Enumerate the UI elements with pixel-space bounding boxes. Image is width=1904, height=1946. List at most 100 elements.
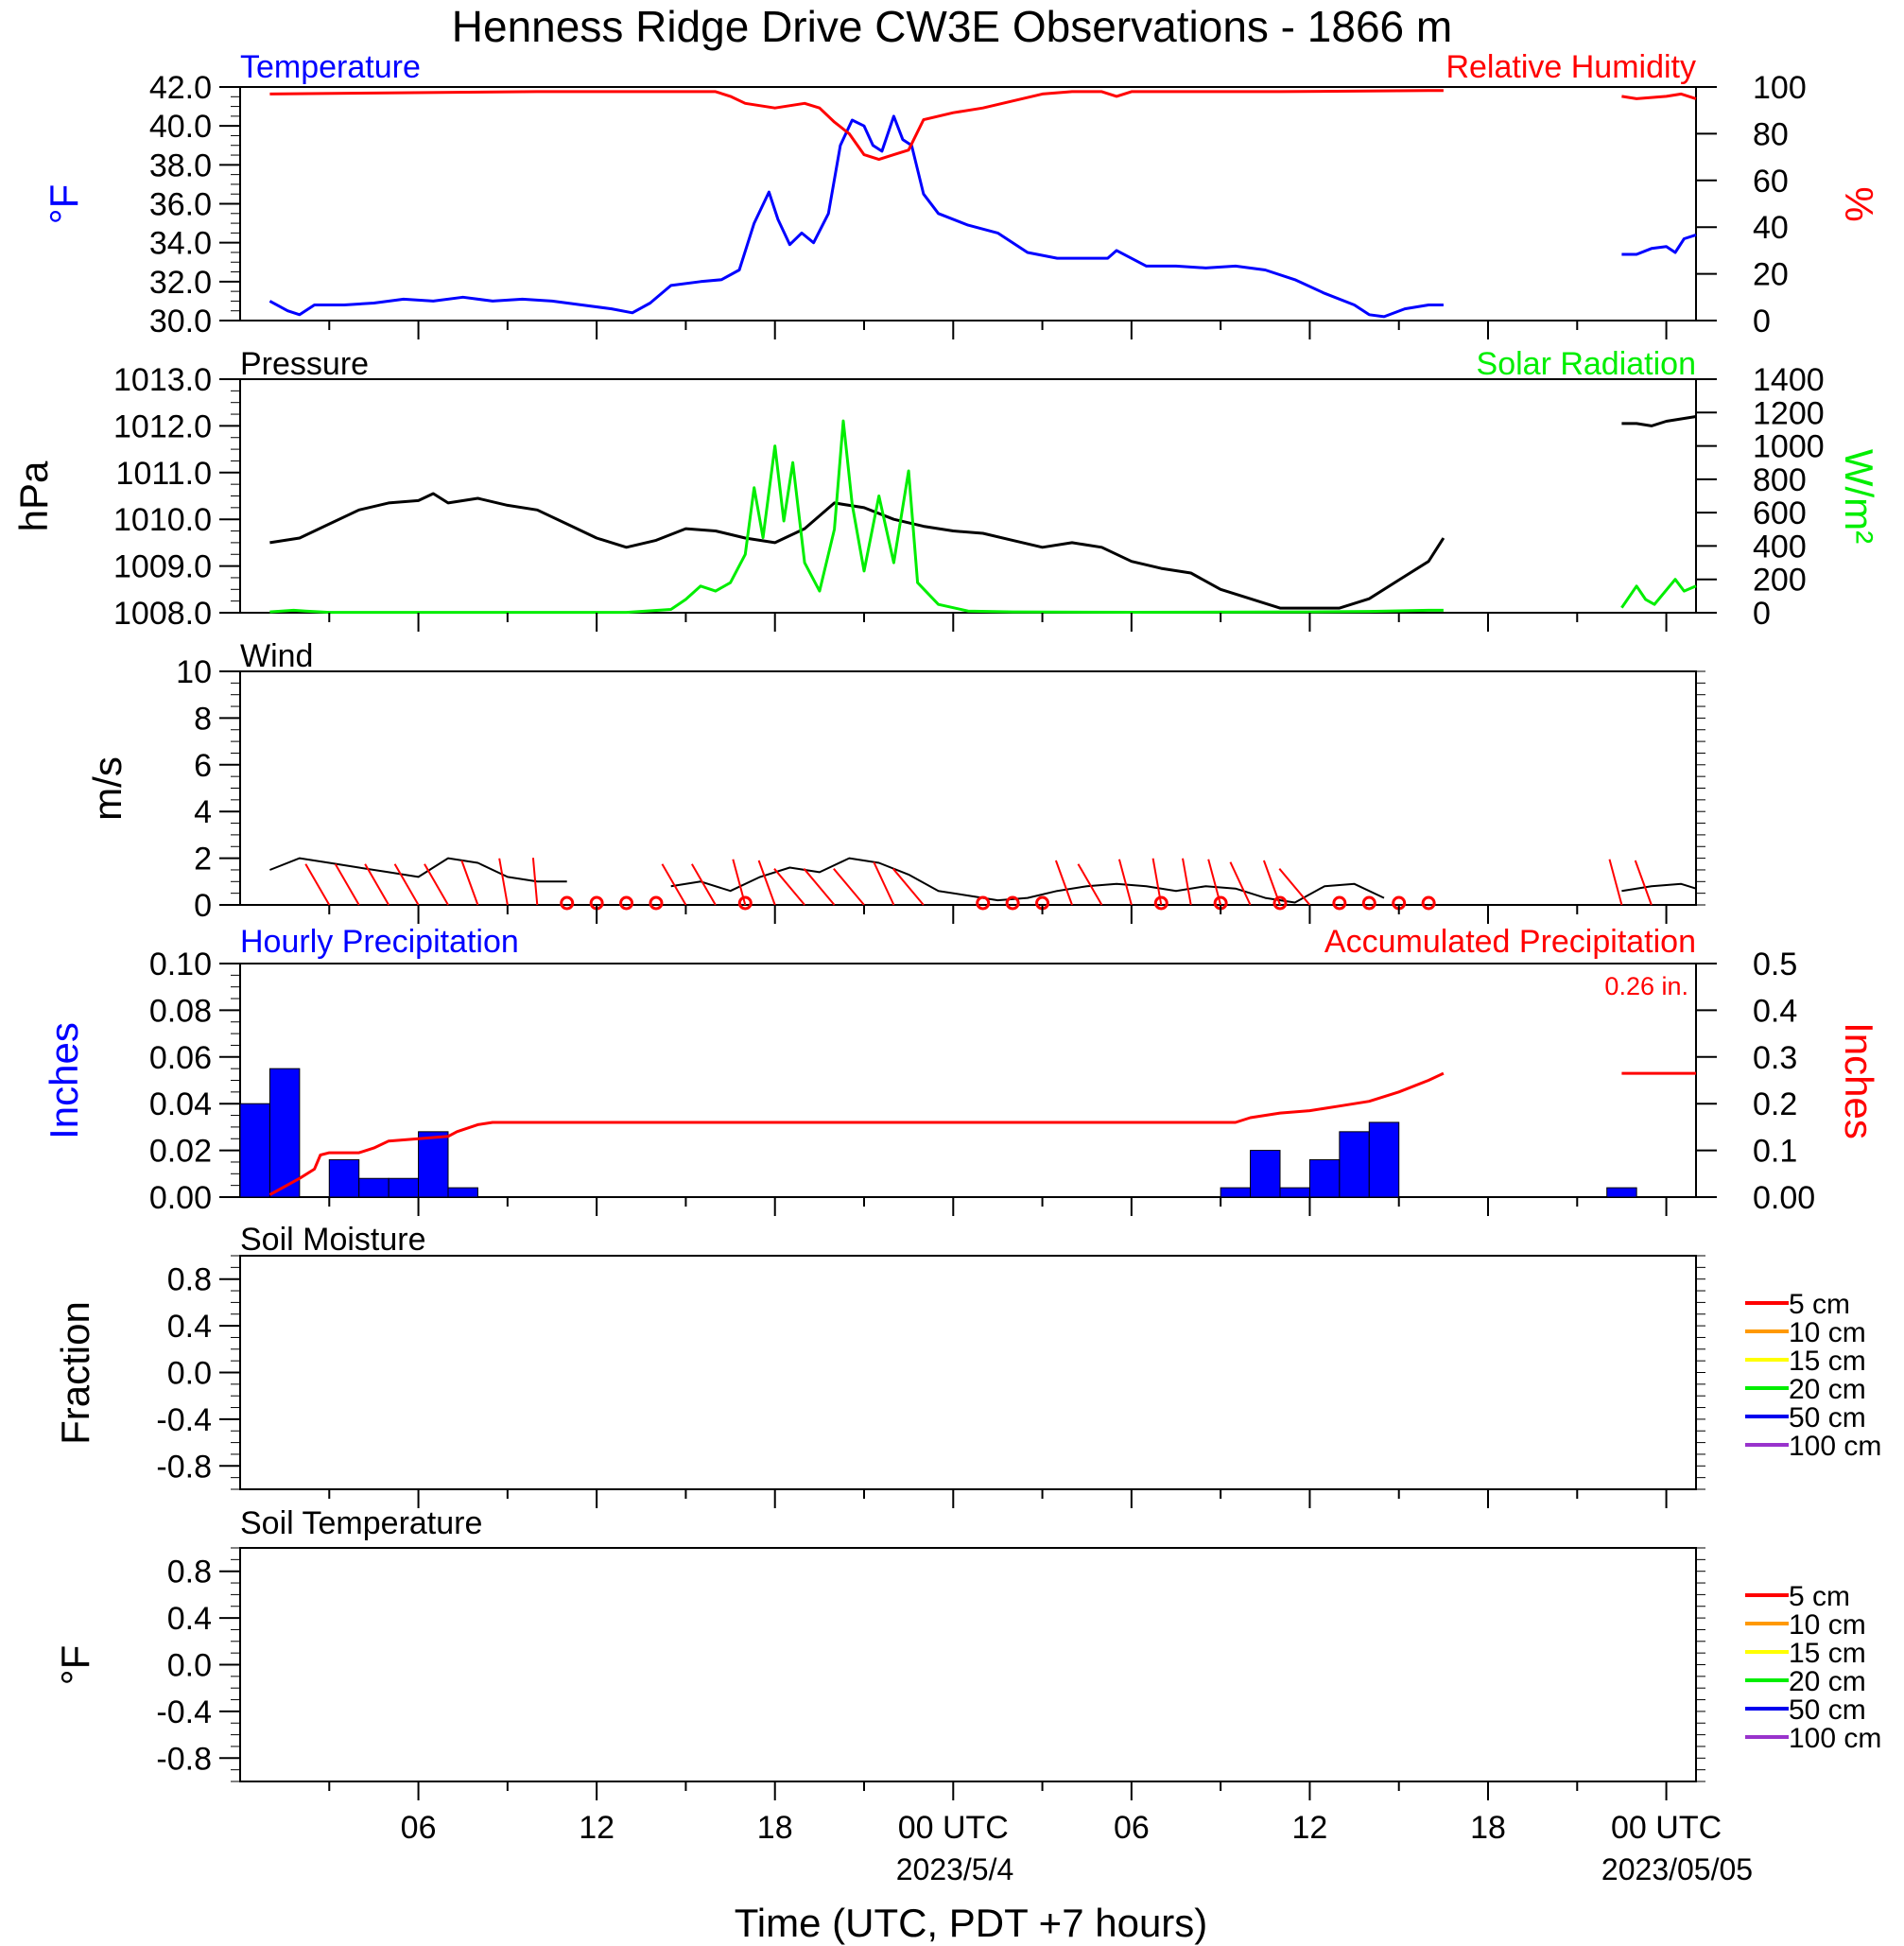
panel-frame-precipitation (239, 963, 1697, 1198)
calm-marker (1153, 895, 1168, 911)
precip-ylabel-right: Inches (1837, 1022, 1881, 1139)
temperature-line (268, 114, 1444, 319)
hourly-precip-bar (1368, 1121, 1400, 1198)
y-tick-label-right: 1200 (1753, 395, 1825, 431)
y-tick-label-left: -0.4 (156, 1402, 212, 1438)
wind-barb (1182, 858, 1192, 906)
hourly-precip-bar (239, 1103, 270, 1198)
calm-marker (1421, 895, 1436, 911)
wind-barb (304, 863, 331, 906)
x-tick-label: 18 (757, 1810, 793, 1846)
hourly-precip-bar (268, 1068, 301, 1198)
y-tick-label-right: 0 (1753, 596, 1771, 632)
wind-barb (393, 863, 420, 906)
x-tick-label: 18 (1470, 1810, 1506, 1846)
solar-line (269, 419, 1444, 615)
date-label-1: 2023/5/4 (896, 1852, 1014, 1886)
precip-ylabel-left: Inches (42, 1022, 86, 1139)
legend-label: 100 cm (1789, 1431, 1881, 1462)
y-tick-label-left: 38.0 (149, 148, 212, 183)
y-tick-label-left: 0.4 (167, 1601, 212, 1637)
x-tick-label: 12 (1292, 1810, 1328, 1846)
y-tick-label-left: 1011.0 (116, 456, 212, 492)
y-tick-label-left: 0.0 (167, 1648, 212, 1684)
soil-temperature-title: Soil Temperature (240, 1505, 482, 1541)
y-tick-label-left: 40.0 (149, 109, 212, 145)
y-tick-label-right: 0.4 (1753, 993, 1797, 1029)
solar-ylabel: W/m² (1837, 449, 1881, 544)
legend-label: 5 cm (1789, 1289, 1850, 1320)
hourly-precip-bar (388, 1177, 420, 1198)
panel-frame-wind (239, 670, 1697, 906)
y-tick-label-right: 80 (1753, 116, 1789, 152)
y-tick-label-right: 60 (1753, 164, 1789, 200)
y-tick-label-right: 0.5 (1753, 947, 1797, 982)
y-tick-label-left: 0.10 (149, 947, 212, 982)
y-tick-label-right: 600 (1753, 495, 1807, 531)
x-tick-label: 00 UTC (1611, 1810, 1722, 1846)
wind-barb (891, 868, 925, 906)
x-axis-label: Time (UTC, PDT +7 hours) (735, 1901, 1208, 1945)
calm-marker (737, 895, 753, 911)
y-tick-label-left: 1012.0 (113, 408, 212, 444)
wind-barb (833, 868, 865, 906)
calm-marker (1005, 895, 1020, 911)
x-tick-label: 12 (579, 1810, 614, 1846)
hourly-precip-bar (1279, 1187, 1310, 1198)
accum-precip-total: 0.26 in. (1604, 972, 1688, 1000)
pressure-title: Pressure (240, 346, 369, 382)
accum-precip-title: Accumulated Precipitation (1324, 924, 1696, 960)
panel-frame-pressure (239, 378, 1697, 614)
wind-barb (1117, 859, 1133, 906)
calm-marker (649, 895, 664, 911)
calm-marker (619, 895, 634, 911)
y-tick-label-left: 1008.0 (113, 596, 212, 632)
wind-barb (364, 863, 390, 906)
wind-barb (773, 868, 805, 906)
legend-label: 10 cm (1789, 1609, 1866, 1641)
y-tick-label-left: 0.00 (149, 1180, 212, 1216)
soil-temperature-ylabel: °F (53, 1645, 97, 1685)
hourly-precip-bar (418, 1131, 449, 1198)
calm-marker (1272, 895, 1288, 911)
y-tick-label-left: 10 (176, 654, 212, 690)
temperature-title: Temperature (240, 49, 421, 85)
hourly-precip-bar (1250, 1150, 1281, 1198)
y-tick-label-left: 0.0 (167, 1356, 212, 1392)
x-tick-label: 06 (1114, 1810, 1150, 1846)
wind-ylabel: m/s (85, 756, 130, 821)
pressure-line (269, 492, 1445, 610)
y-tick-label-left: 30.0 (149, 304, 212, 339)
legend-label: 50 cm (1789, 1402, 1866, 1433)
calm-marker (560, 895, 575, 911)
y-tick-label-left: 0.8 (167, 1262, 212, 1298)
wind-barb (757, 860, 776, 906)
y-tick-label-left: 1009.0 (113, 549, 212, 585)
hourly-precip-title: Hourly Precipitation (240, 924, 519, 960)
wind-barb (1229, 861, 1252, 906)
wind-line (1621, 882, 1697, 893)
y-tick-label-left: 32.0 (149, 265, 212, 301)
wind-line (670, 857, 1385, 904)
accumulated-precip-line (268, 1071, 1445, 1196)
legend-label: 100 cm (1789, 1723, 1881, 1754)
hourly-precip-bar (1220, 1187, 1252, 1198)
wind-barb (661, 863, 687, 906)
wind-barb (1077, 863, 1103, 906)
y-tick-label-left: 0.08 (149, 993, 212, 1029)
y-tick-label-right: 0.00 (1753, 1180, 1815, 1216)
legend-label: 50 cm (1789, 1694, 1866, 1726)
y-tick-label-right: 200 (1753, 563, 1807, 599)
y-tick-label-left: -0.4 (156, 1694, 212, 1730)
rh-line (1621, 92, 1697, 100)
wind-barb (873, 861, 895, 906)
y-tick-label-left: 0.04 (149, 1086, 212, 1122)
legend-label: 10 cm (1789, 1317, 1866, 1348)
y-tick-label-left: 1013.0 (113, 362, 212, 398)
wind-barb (498, 858, 509, 906)
chart-marks: 30.032.034.036.038.040.042.0020406080100… (113, 70, 1881, 1846)
y-tick-label-left: 34.0 (149, 226, 212, 262)
wind-barb (803, 868, 836, 906)
y-tick-label-right: 400 (1753, 529, 1807, 565)
